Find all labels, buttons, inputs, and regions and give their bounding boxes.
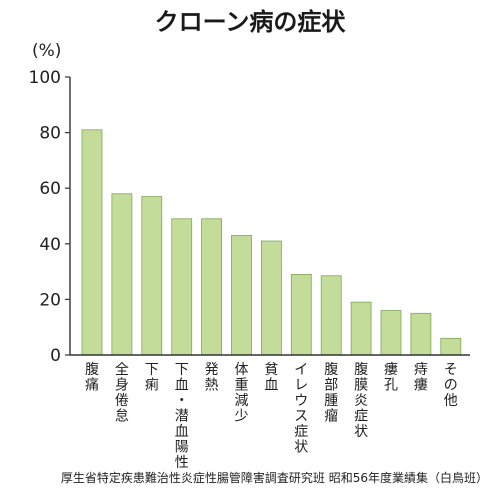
category-label: 瘻孔 <box>384 361 398 394</box>
y-axis-unit: (%) <box>32 41 61 61</box>
category-label: 下痢 <box>145 362 159 394</box>
category-label: 腹膜炎症状 <box>354 361 368 440</box>
bar <box>141 196 163 356</box>
category-label: 体重減少 <box>235 362 249 425</box>
bars <box>81 129 462 356</box>
bar <box>410 312 432 356</box>
bar <box>201 218 223 356</box>
y-tick-label: 80 <box>39 124 61 144</box>
category-label: その他 <box>444 362 458 409</box>
bar <box>440 337 462 356</box>
chart-title: クローン病の症状 <box>155 8 347 36</box>
category-label: 貧血 <box>264 362 278 394</box>
category-label: 腹痛 <box>85 361 99 394</box>
bar <box>260 240 282 356</box>
category-label: イレウス症状 <box>294 362 308 456</box>
y-tick-label: 0 <box>50 346 61 366</box>
category-label: 痔瘻 <box>414 361 428 394</box>
y-axis-ticks: 0 20 40 60 80 100 <box>29 68 70 366</box>
category-labels: 腹痛 全身倦怠 下痢 下血・潜血陽性 発熱 体重減少 貧血 イレウス症状 腹部腫瘤 腹膜炎症状 瘻孔… <box>85 361 458 471</box>
bar <box>111 193 133 356</box>
category-label: 腹部腫瘤 <box>324 361 338 425</box>
y-tick-label: 60 <box>39 179 61 199</box>
bar <box>350 301 372 356</box>
y-tick-label: 40 <box>39 235 61 255</box>
category-label: 全身倦怠 <box>115 361 129 425</box>
bar <box>81 129 103 356</box>
bar <box>290 273 312 356</box>
bar <box>171 218 193 356</box>
bar <box>320 275 342 356</box>
y-tick-label: 20 <box>39 290 61 310</box>
y-tick-label: 100 <box>29 68 61 88</box>
bar <box>231 235 252 356</box>
category-label: 下血・潜血陽性 <box>175 362 189 471</box>
source-note: 厚生省特定疾患難治性炎症性腸管障害調査研究班 昭和56年度業績集（白鳥班） <box>61 470 488 485</box>
bar <box>380 310 402 356</box>
category-label: 発熱 <box>205 362 219 394</box>
